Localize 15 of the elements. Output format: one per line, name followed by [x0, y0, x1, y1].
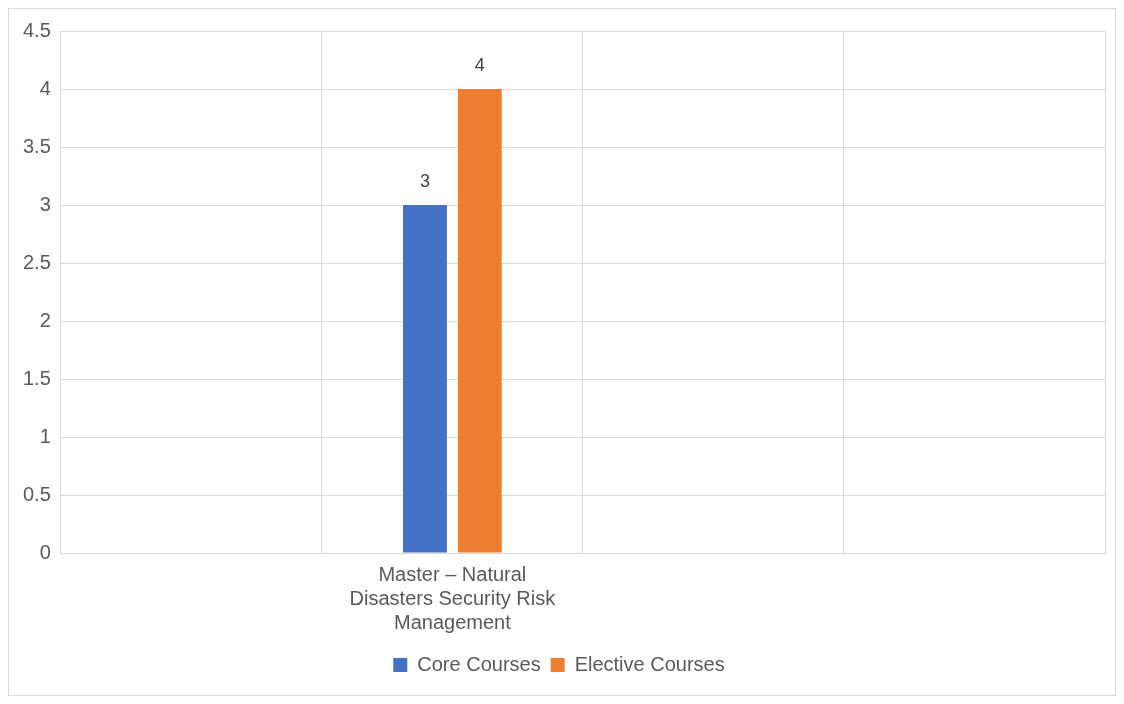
- data-label: 3: [419, 170, 430, 191]
- y-tick-label: 1: [39, 424, 51, 447]
- y-tick-label: 1.5: [22, 366, 51, 389]
- legend-label: Core Courses: [417, 652, 541, 675]
- y-tick-label: 4: [39, 76, 51, 99]
- y-tick-label: 3: [39, 192, 51, 215]
- y-tick-label: 0.5: [22, 482, 51, 505]
- data-label: 4: [474, 54, 485, 75]
- y-tick-label: 4.5: [22, 18, 51, 41]
- y-tick-label: 3.5: [22, 134, 51, 157]
- y-tick-label: 2: [39, 308, 51, 331]
- legend-label: Elective Courses: [574, 652, 725, 675]
- x-tick-label: Master – Natural Disasters Security Risk Management: [349, 562, 557, 633]
- y-tick-label: 2.5: [22, 250, 51, 273]
- y-tick-label: 0: [39, 540, 51, 563]
